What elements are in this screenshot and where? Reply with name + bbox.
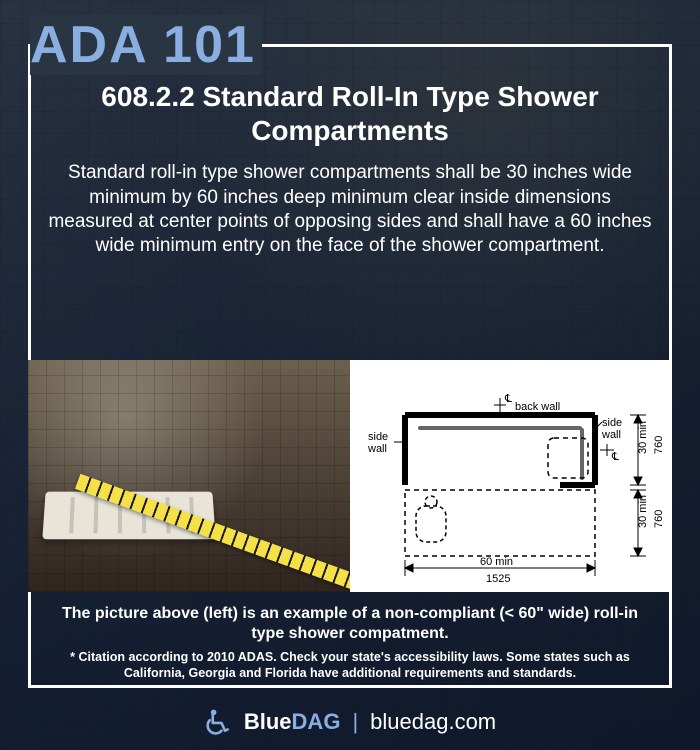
brand-name: BlueDAG — [244, 709, 341, 735]
dim-30min-b: 30 min — [637, 495, 649, 528]
brand-url: bluedag.com — [370, 709, 496, 735]
dim-30min-a: 30 min — [637, 421, 649, 454]
separator: | — [352, 709, 358, 735]
super-title: ADA 101 — [30, 15, 262, 75]
citation-text: * Citation according to 2010 ADAS. Check… — [46, 650, 654, 681]
dim-30min-a-mm: 760 — [653, 436, 665, 454]
svg-text:℄: ℄ — [611, 451, 619, 463]
footer: BlueDAG | bluedag.com — [0, 708, 700, 736]
main-text-block: 608.2.2 Standard Roll-In Type Shower Com… — [46, 80, 654, 258]
section-body: Standard roll-in type shower compartment… — [46, 161, 654, 258]
plan-diagram: ℄ ℄ back wall sidewall sidewall 60 min 1… — [350, 360, 672, 592]
caption-text: The picture above (left) is an example o… — [46, 604, 654, 644]
wheelchair-icon — [204, 708, 232, 736]
svg-text:℄: ℄ — [504, 393, 512, 405]
dim-30min-b-mm: 760 — [653, 510, 665, 528]
image-row: ℄ ℄ back wall sidewall sidewall 60 min 1… — [28, 360, 672, 592]
photo-noncompliant-shower — [28, 360, 350, 592]
dim-60min-mm: 1525 — [486, 573, 510, 585]
label-back-wall: back wall — [515, 401, 560, 413]
brand-part-a: Blue — [244, 709, 292, 734]
dim-60min: 60 min — [480, 556, 513, 568]
brand-part-b: DAG — [292, 709, 341, 734]
section-title: 608.2.2 Standard Roll-In Type Shower Com… — [46, 80, 654, 147]
header: ADA 101 — [30, 15, 670, 75]
label-side-wall-left: sidewall — [367, 431, 388, 455]
label-side-wall-right: sidewall — [601, 417, 622, 441]
